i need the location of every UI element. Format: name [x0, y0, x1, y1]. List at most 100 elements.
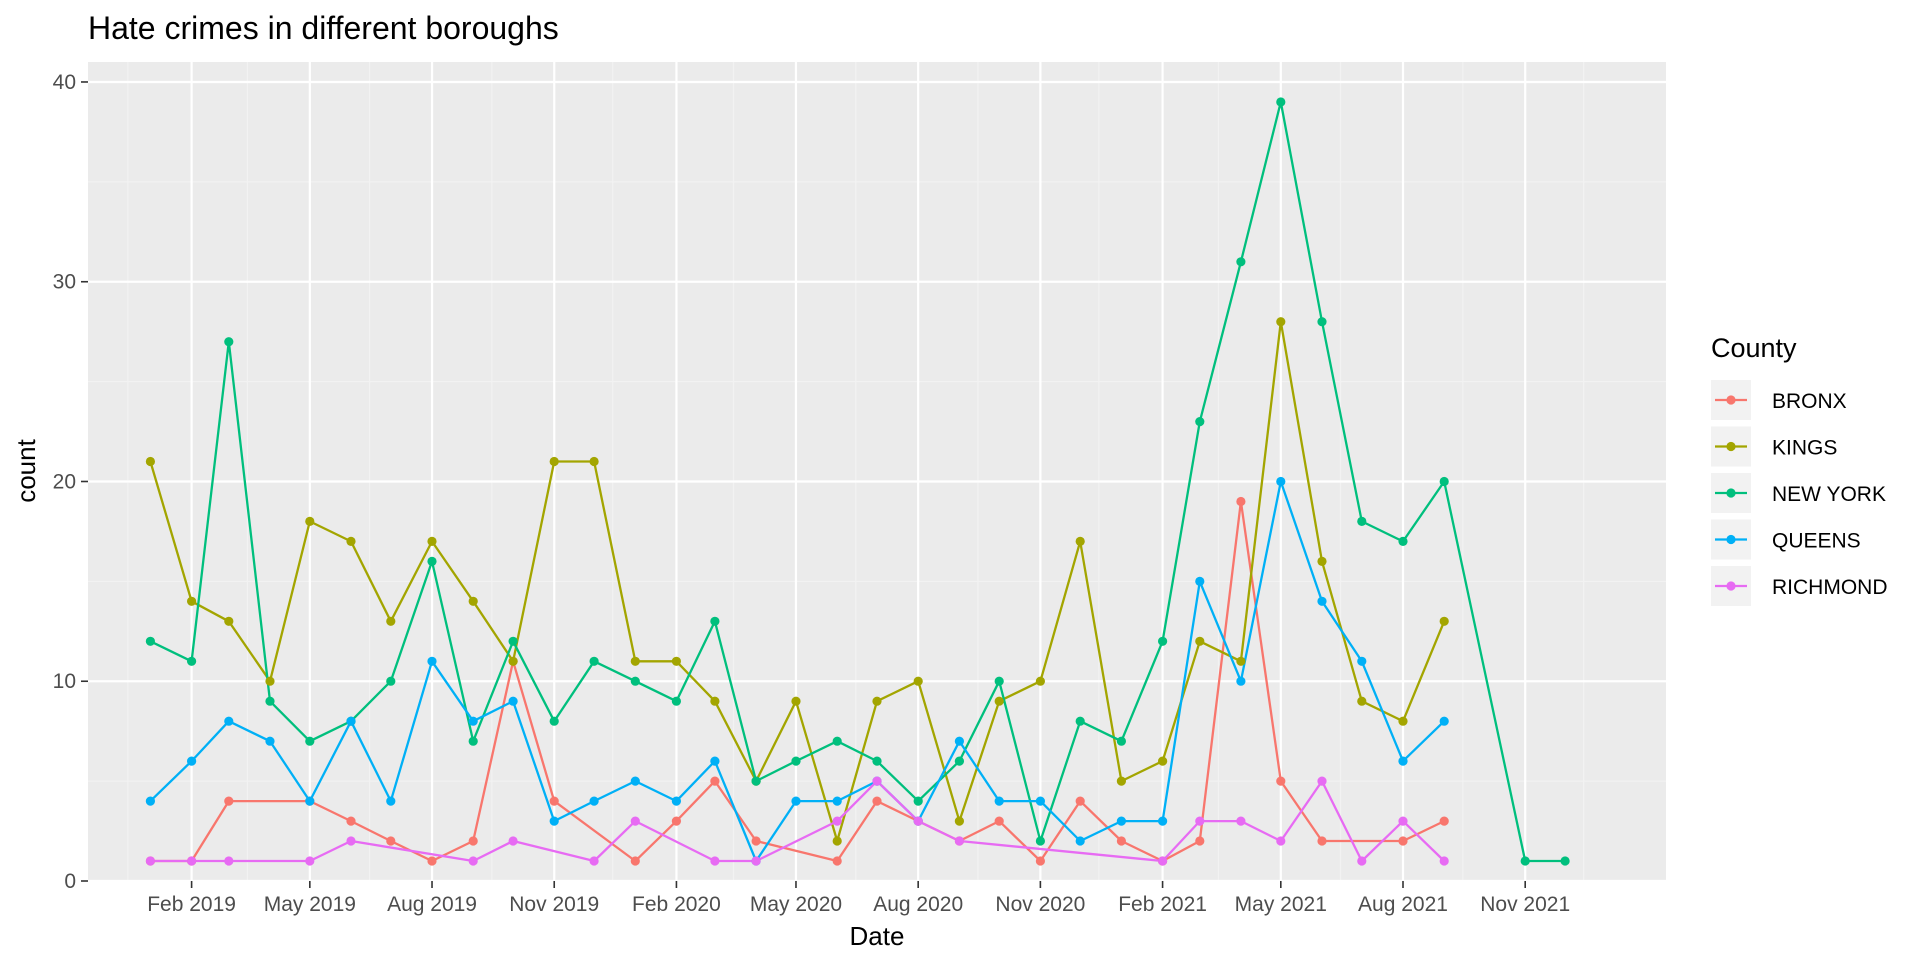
- data-point-bronx: [549, 796, 559, 806]
- data-point-new-york: [508, 636, 518, 646]
- data-point-kings: [468, 596, 478, 606]
- data-point-richmond: [1317, 776, 1327, 786]
- data-point-bronx: [710, 776, 720, 786]
- data-point-bronx: [994, 816, 1004, 826]
- data-point-kings: [1158, 756, 1168, 766]
- data-point-new-york: [832, 736, 842, 746]
- legend-point-kings: [1726, 441, 1736, 452]
- data-point-queens: [1158, 816, 1168, 826]
- legend-point-queens: [1726, 534, 1736, 545]
- data-point-new-york: [954, 756, 965, 766]
- data-point-kings: [386, 616, 396, 626]
- x-tick-label: Nov 2021: [1480, 893, 1570, 916]
- data-point-kings: [508, 656, 518, 666]
- data-point-kings: [549, 456, 559, 467]
- data-point-kings: [1398, 716, 1408, 726]
- legend-label-bronx: BRONX: [1772, 390, 1847, 413]
- y-axis: 0 10 20 30 40: [53, 71, 88, 893]
- data-point-kings: [832, 836, 842, 846]
- data-point-kings: [1116, 776, 1126, 786]
- data-point-kings: [187, 596, 197, 606]
- data-point-queens: [468, 716, 478, 726]
- data-point-kings: [427, 536, 437, 547]
- legend-point-richmond: [1726, 581, 1736, 591]
- data-point-bronx: [751, 836, 761, 846]
- data-point-kings: [791, 696, 801, 706]
- legend-point-new-york: [1726, 488, 1736, 498]
- y-tick-label: 30: [53, 271, 76, 294]
- data-point-queens: [791, 796, 801, 806]
- data-point-kings: [145, 456, 155, 467]
- data-point-new-york: [187, 656, 197, 666]
- data-point-kings: [1195, 636, 1205, 646]
- data-point-bronx: [468, 836, 478, 846]
- data-point-queens: [187, 756, 197, 766]
- data-point-bronx: [1075, 796, 1085, 806]
- data-point-queens: [386, 796, 396, 806]
- data-point-richmond: [1276, 836, 1286, 846]
- data-point-new-york: [1195, 417, 1205, 427]
- data-point-kings: [1276, 317, 1286, 327]
- data-point-richmond: [872, 776, 882, 786]
- data-point-queens: [1398, 756, 1408, 766]
- data-point-richmond: [589, 856, 599, 866]
- x-tick-label: May 2020: [750, 893, 842, 916]
- data-point-richmond: [305, 856, 315, 866]
- data-point-new-york: [872, 756, 882, 766]
- data-point-queens: [954, 736, 965, 746]
- data-point-bronx: [1236, 496, 1246, 507]
- data-point-new-york: [1520, 856, 1530, 866]
- data-point-new-york: [751, 776, 761, 786]
- data-point-queens: [1439, 716, 1449, 726]
- data-point-kings: [1075, 536, 1085, 547]
- data-point-queens: [832, 796, 842, 806]
- data-point-kings: [710, 696, 720, 706]
- data-point-queens: [427, 656, 437, 666]
- data-point-bronx: [1276, 776, 1286, 786]
- y-tick-label: 10: [53, 670, 76, 693]
- data-point-bronx: [872, 796, 882, 806]
- data-point-kings: [346, 536, 356, 547]
- data-point-queens: [630, 776, 640, 786]
- data-point-bronx: [1398, 836, 1408, 846]
- data-point-richmond: [954, 836, 965, 846]
- data-point-kings: [1035, 676, 1045, 686]
- data-point-richmond: [832, 816, 842, 826]
- x-tick-label: Aug 2021: [1358, 893, 1448, 916]
- data-point-queens: [346, 716, 356, 726]
- data-point-richmond: [1236, 816, 1246, 826]
- data-point-queens: [1075, 836, 1085, 846]
- data-point-new-york: [1357, 516, 1367, 527]
- data-point-new-york: [1317, 317, 1327, 327]
- data-point-bronx: [832, 856, 842, 866]
- legend-label-kings: KINGS: [1772, 437, 1837, 460]
- data-point-new-york: [265, 696, 275, 706]
- data-point-bronx: [427, 856, 437, 866]
- data-point-new-york: [589, 656, 599, 666]
- data-point-kings: [1236, 656, 1246, 666]
- data-point-new-york: [145, 636, 155, 646]
- data-point-kings: [671, 656, 682, 666]
- y-axis-title: count: [11, 438, 41, 502]
- data-point-richmond: [1398, 816, 1408, 826]
- data-point-richmond: [468, 856, 478, 866]
- data-point-bronx: [1317, 836, 1327, 846]
- data-point-new-york: [1075, 716, 1085, 726]
- data-point-queens: [224, 716, 234, 726]
- data-point-kings: [872, 696, 882, 706]
- data-point-new-york: [386, 676, 396, 686]
- data-point-new-york: [1116, 736, 1126, 746]
- data-point-bronx: [1439, 816, 1449, 826]
- x-axis: Feb 2019 May 2019 Aug 2019 Nov 2019 Feb 2020…: [147, 881, 1570, 916]
- x-tick-label: Feb 2019: [147, 893, 236, 916]
- data-point-new-york: [1439, 476, 1449, 487]
- data-point-bronx: [386, 836, 396, 846]
- data-point-richmond: [1195, 816, 1205, 826]
- data-point-queens: [265, 736, 275, 746]
- data-point-queens: [994, 796, 1004, 806]
- data-point-new-york: [224, 337, 234, 347]
- data-point-richmond: [346, 836, 356, 846]
- data-point-new-york: [710, 616, 720, 626]
- data-point-queens: [1236, 676, 1246, 686]
